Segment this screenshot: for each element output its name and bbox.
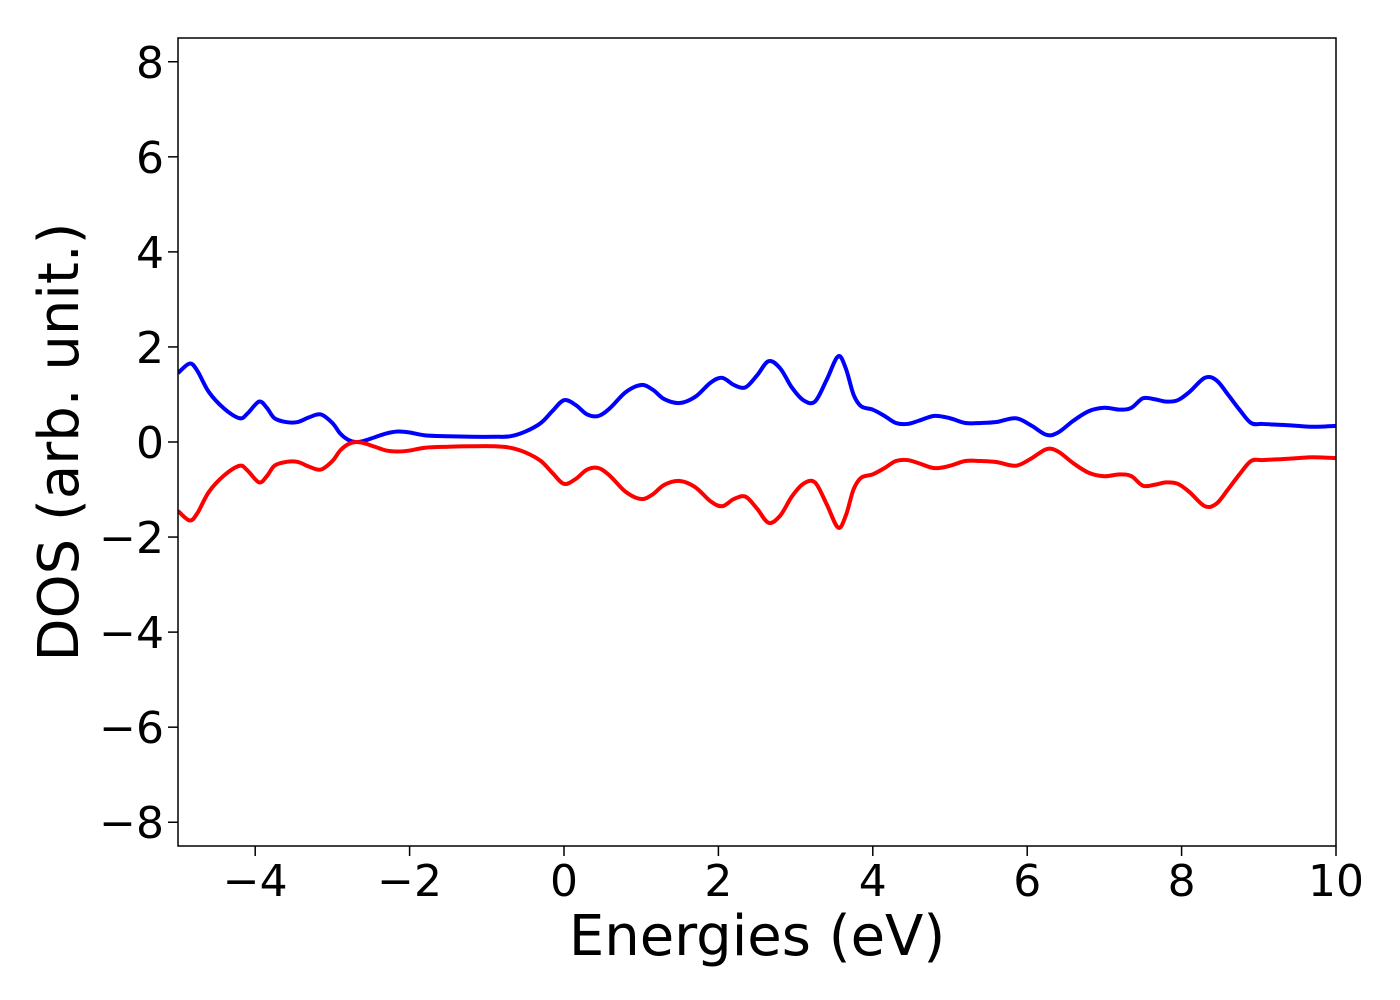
x-tick-label: 8 <box>1168 856 1196 907</box>
x-tick-label: 10 <box>1308 856 1364 907</box>
y-axis: 8 6 4 2 0 −2 −4 −6 −8 <box>99 38 178 849</box>
dos-series-line-up <box>178 354 1336 445</box>
y-tick-label: −2 <box>99 513 164 564</box>
x-tick-label: 6 <box>1013 856 1041 907</box>
series-layer <box>178 354 1336 530</box>
dos-series-line-down <box>178 439 1336 530</box>
y-tick-label: 6 <box>136 133 164 184</box>
x-tick-label: −4 <box>223 856 288 907</box>
x-tick-label: −2 <box>377 856 442 907</box>
x-axis: −4 −2 0 2 4 6 8 10 <box>223 846 1364 907</box>
y-tick-label: −8 <box>99 798 164 849</box>
y-tick-label: 8 <box>136 38 164 89</box>
x-axis-label: Energies (eV) <box>569 904 945 969</box>
x-tick-label: 4 <box>859 856 887 907</box>
y-tick-label: 4 <box>136 228 164 279</box>
y-tick-label: 2 <box>136 323 164 374</box>
y-tick-label: −4 <box>99 608 164 659</box>
y-tick-label: 0 <box>136 418 164 469</box>
y-tick-label: −6 <box>99 703 164 754</box>
x-tick-label: 2 <box>704 856 732 907</box>
y-axis-label: DOS (arb. unit.) <box>27 222 92 661</box>
x-tick-label: 0 <box>550 856 578 907</box>
